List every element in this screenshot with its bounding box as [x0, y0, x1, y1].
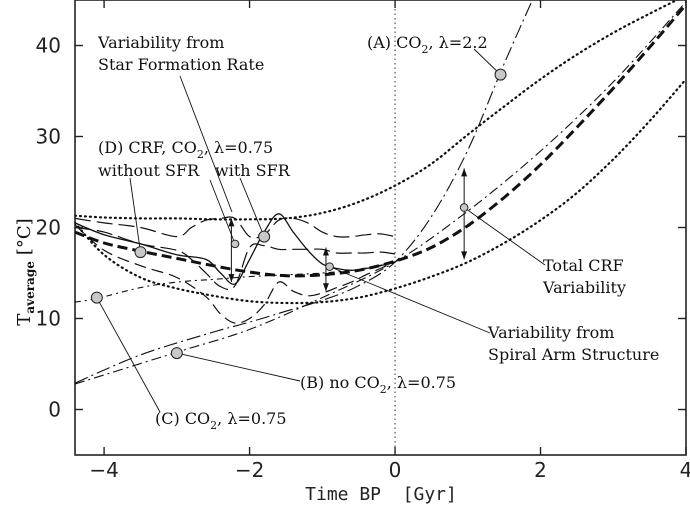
y-axis-title: Taverage [°C]: [14, 218, 37, 325]
label-c-sub: 2: [210, 419, 217, 432]
label-b-suffix: , λ=0.75: [387, 373, 456, 392]
leader-line: [463, 207, 546, 266]
arrow-head-up: [228, 218, 235, 227]
arrow-head-up: [461, 168, 468, 177]
leader-line: [176, 352, 301, 382]
series-layer: [75, 0, 686, 385]
label-marker: [230, 239, 240, 249]
label-marker: [134, 246, 147, 259]
leader-line: [473, 48, 501, 75]
leader-line: [209, 179, 236, 245]
label-a-suffix: , λ=2.2: [428, 33, 487, 52]
label-marker: [90, 291, 103, 304]
spiral-variability-line2: Spiral Arm Structure: [488, 345, 659, 364]
y-tick-label: 30: [36, 125, 61, 149]
label-marker: [258, 230, 271, 243]
sfr-variability-line2: Star Formation Rate: [98, 55, 264, 74]
label-d-suffix: , λ=0.75: [204, 138, 273, 157]
leader-lines: [96, 48, 546, 413]
label-c-prefix: (C) CO: [155, 409, 210, 428]
series-line: [75, 226, 396, 291]
label-c-suffix: , λ=0.75: [217, 409, 286, 428]
x-tick-label: 2: [534, 458, 547, 482]
label-d: (D) CRF, CO2, λ=0.75: [98, 138, 273, 161]
series-line: [75, 213, 396, 285]
label-b-prefix: (B) no CO: [300, 373, 380, 392]
label-c: (C) CO2, λ=0.75: [155, 409, 287, 432]
label-d-prefix: (D) CRF, CO: [98, 138, 197, 157]
label-marker: [170, 347, 183, 360]
y-axis-title-unit: [°C]: [14, 218, 35, 255]
label-marker: [459, 203, 469, 212]
x-tick-label: −4: [89, 458, 118, 482]
leader-line: [329, 266, 491, 334]
label-markers: [90, 68, 507, 360]
series-line: [75, 0, 534, 384]
label-with-sfr: with SFR: [215, 161, 291, 180]
arrow-head-down: [461, 251, 468, 260]
arrow-head-up: [322, 247, 329, 256]
x-tick-label: 4: [680, 458, 690, 482]
x-tick-label: −2: [235, 458, 264, 482]
y-tick-label: 20: [36, 216, 61, 240]
x-axis-title: Time BP [Gyr]: [305, 484, 457, 505]
series-line: [75, 0, 680, 221]
label-marker: [325, 262, 334, 271]
y-tick-label: 10: [36, 307, 61, 331]
variability-arrows: [228, 168, 468, 292]
label-b-sub: 2: [380, 383, 387, 396]
label-a-prefix: (A) CO: [367, 33, 421, 52]
series-line: [75, 1, 686, 385]
leader-line: [239, 177, 265, 237]
y-tick-label: 0: [48, 398, 61, 422]
label-b: (B) no CO2, λ=0.75: [300, 373, 456, 396]
x-tick-label: 0: [389, 458, 402, 482]
leader-line: [179, 75, 233, 213]
sfr-variability-line1: Variability from: [97, 33, 224, 52]
arrow-head-down: [322, 283, 329, 292]
label-a-sub: 2: [421, 43, 428, 56]
svg-text:Taverage[°C]: Taverage [°C]: [14, 218, 37, 325]
arrow-head-down: [228, 274, 235, 283]
leader-line: [129, 177, 141, 253]
label-without-sfr: without SFR: [98, 161, 200, 180]
spiral-variability-line1: Variability from: [487, 323, 614, 342]
leader-line: [96, 297, 161, 413]
y-axis-title-main: T: [14, 314, 35, 326]
label-a: (A) CO2, λ=2.2: [367, 33, 488, 56]
label-d-sub: 2: [197, 148, 204, 161]
total-crf-line1: Total CRF: [543, 256, 624, 275]
label-marker: [494, 68, 507, 81]
series-line: [75, 78, 686, 305]
y-tick-label: 40: [36, 34, 61, 58]
total-crf-line2: Variability: [542, 278, 626, 297]
y-axis-title-sub: average: [23, 261, 37, 314]
series-line: [75, 224, 396, 324]
